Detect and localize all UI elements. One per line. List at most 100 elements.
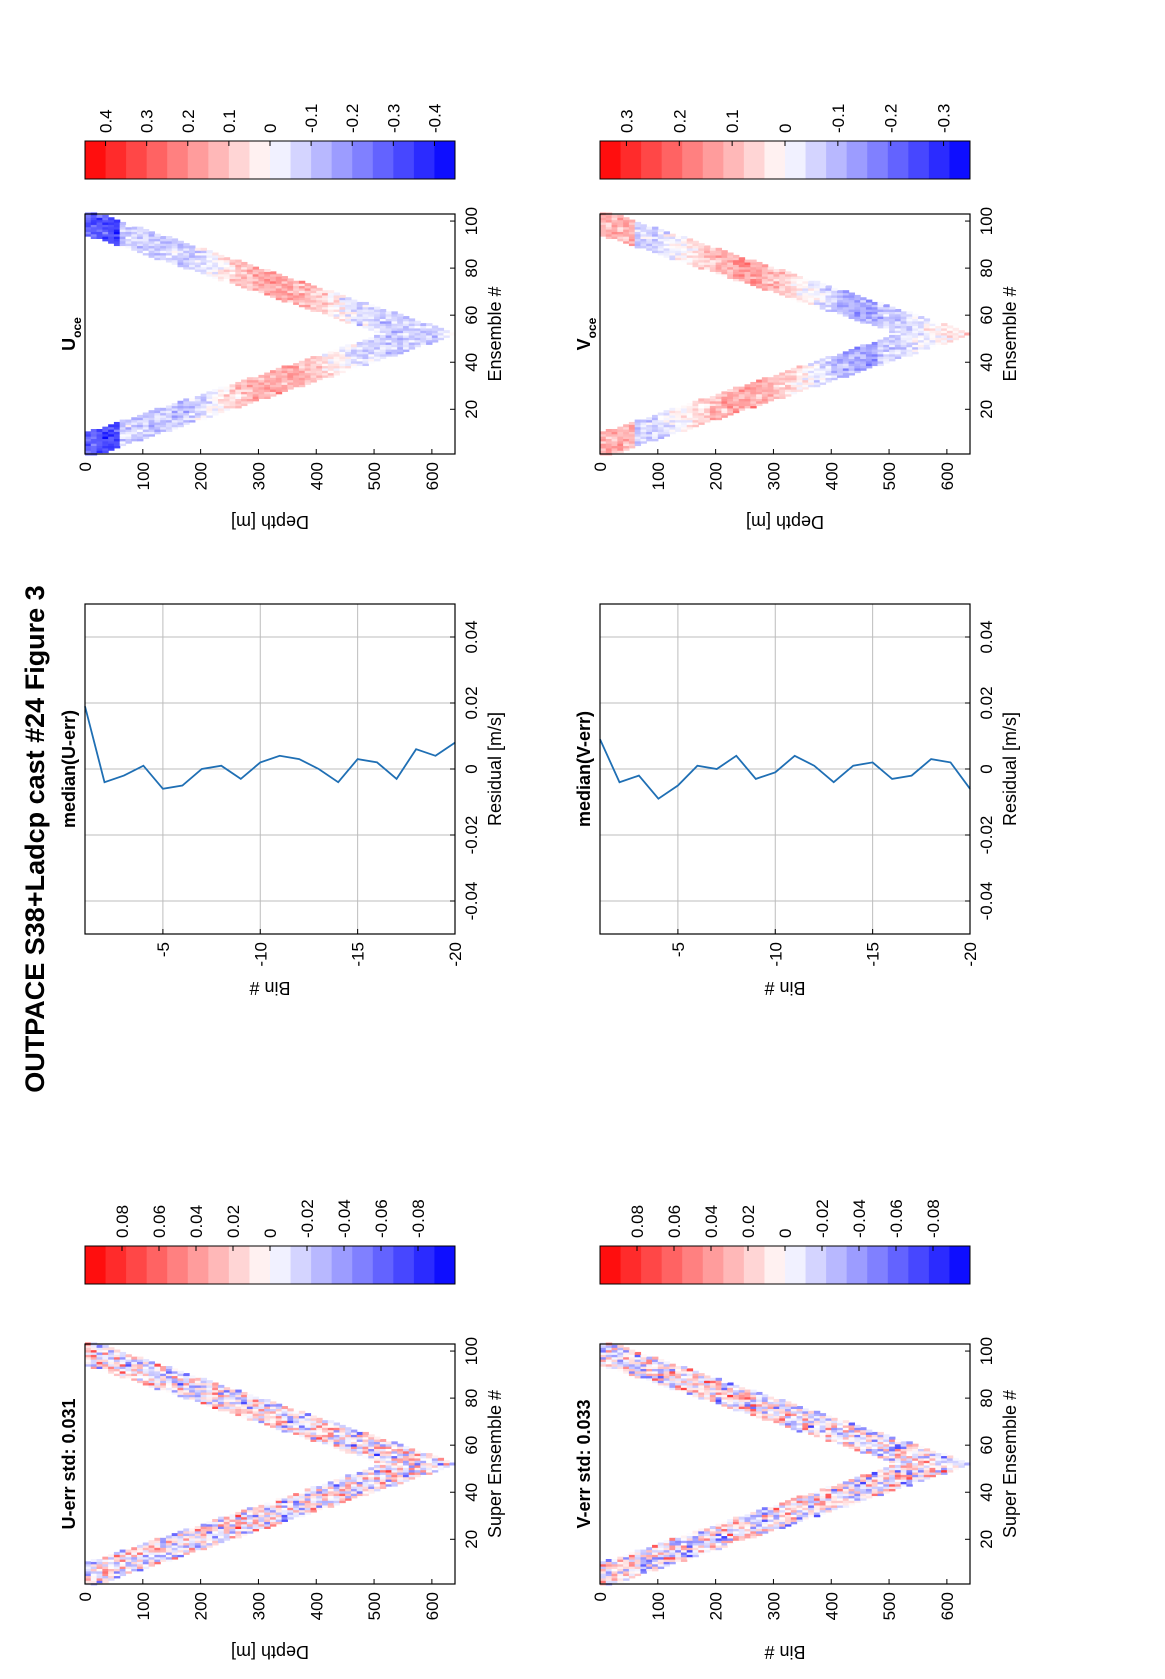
heatmap-cell bbox=[160, 1542, 167, 1546]
x-tick-label: 40 bbox=[462, 1483, 481, 1502]
heatmap-cell bbox=[275, 1497, 283, 1501]
heatmap-cell bbox=[183, 257, 190, 261]
heatmap-cell bbox=[235, 1391, 242, 1395]
heatmap-cell bbox=[362, 318, 369, 322]
heatmap-cell bbox=[177, 1377, 184, 1381]
heatmap-cell bbox=[802, 278, 809, 282]
heatmap-cell bbox=[119, 426, 127, 430]
heatmap-cell bbox=[322, 1488, 329, 1492]
heatmap-cell bbox=[669, 1549, 676, 1553]
heatmap-cell bbox=[356, 1431, 364, 1435]
colorbar-tick-label: 0.04 bbox=[702, 1205, 721, 1238]
heatmap-cell bbox=[264, 1502, 271, 1506]
heatmap-cell bbox=[165, 238, 173, 242]
heatmap-cell bbox=[379, 356, 387, 360]
heatmap-cell bbox=[275, 1413, 283, 1417]
heatmap-cell bbox=[761, 1514, 769, 1518]
heatmap-cell bbox=[350, 344, 358, 348]
heatmap-cell bbox=[165, 236, 173, 240]
heatmap-cell bbox=[206, 271, 213, 275]
heatmap-cell bbox=[310, 1495, 317, 1499]
heatmap-cell bbox=[171, 252, 179, 256]
heatmap-cell bbox=[177, 1370, 184, 1374]
colorbar-segment bbox=[208, 141, 230, 179]
heatmap-cell bbox=[831, 1507, 838, 1511]
heatmap-cell bbox=[293, 283, 300, 287]
heatmap-cell bbox=[623, 1563, 630, 1567]
heatmap-cell bbox=[761, 1511, 769, 1515]
heatmap-cell bbox=[183, 252, 190, 256]
heatmap-cell bbox=[131, 233, 138, 237]
heatmap-cell bbox=[397, 1478, 404, 1482]
heatmap-cell bbox=[177, 1373, 184, 1377]
heatmap-cell bbox=[339, 365, 346, 369]
heatmap-cell bbox=[206, 261, 213, 265]
heatmap-cell bbox=[113, 1363, 121, 1367]
heatmap-cell bbox=[761, 377, 769, 381]
heatmap-cell bbox=[246, 1401, 254, 1405]
heatmap-cell bbox=[756, 1526, 763, 1530]
heatmap-cell bbox=[327, 1504, 335, 1508]
colorbar-segment bbox=[208, 1246, 230, 1284]
heatmap-cell bbox=[848, 1486, 855, 1490]
heatmap-cell bbox=[941, 1453, 948, 1457]
heatmap-cell bbox=[663, 410, 670, 414]
heatmap-cell bbox=[194, 1540, 202, 1544]
heatmap-cell bbox=[339, 1488, 346, 1492]
heatmap-cell bbox=[941, 1464, 948, 1468]
heatmap-cell bbox=[368, 311, 375, 315]
heatmap-cell bbox=[171, 1387, 179, 1391]
heatmap-cell bbox=[137, 428, 144, 432]
heatmap-cell bbox=[316, 1417, 323, 1421]
heatmap-cell bbox=[368, 1478, 375, 1482]
heatmap-cell bbox=[229, 276, 236, 280]
heatmap-cell bbox=[229, 1516, 236, 1520]
heatmap-cell bbox=[327, 1488, 335, 1492]
heatmap-cell bbox=[194, 1535, 202, 1539]
heatmap-cell bbox=[252, 1507, 260, 1511]
heatmap-cell bbox=[374, 1469, 381, 1473]
heatmap-cell bbox=[362, 308, 369, 312]
heatmap-cell bbox=[235, 1514, 242, 1518]
heatmap-cell bbox=[368, 308, 375, 312]
heatmap-cell bbox=[738, 1521, 746, 1525]
heatmap-cell bbox=[698, 1544, 705, 1548]
heatmap-cell bbox=[646, 1561, 653, 1565]
heatmap-cell bbox=[426, 327, 433, 331]
heatmap-cell bbox=[160, 1368, 167, 1372]
heatmap-cell bbox=[154, 1551, 161, 1555]
heatmap-cell bbox=[206, 1544, 213, 1548]
heatmap-cell bbox=[148, 421, 155, 425]
heatmap-cell bbox=[258, 1417, 265, 1421]
heatmap-cell bbox=[385, 1481, 393, 1485]
heatmap-cell bbox=[854, 1500, 861, 1504]
heatmap-cell bbox=[374, 1448, 381, 1452]
x-tick-label: -0.02 bbox=[462, 816, 481, 855]
heatmap-cell bbox=[333, 353, 340, 357]
heatmap-cell bbox=[183, 1542, 190, 1546]
heatmap-cell bbox=[379, 1450, 387, 1454]
heatmap-cell bbox=[900, 1474, 908, 1478]
heatmap-cell bbox=[374, 323, 381, 327]
heatmap-cell bbox=[350, 304, 358, 308]
heatmap-cell bbox=[154, 1547, 161, 1551]
heatmap-cell bbox=[241, 1509, 248, 1513]
heatmap-cell bbox=[270, 1511, 277, 1515]
heatmap-cell bbox=[356, 341, 364, 345]
heatmap-cell bbox=[200, 410, 208, 414]
heatmap-cell bbox=[894, 308, 902, 312]
heatmap-cell bbox=[397, 1464, 404, 1468]
heatmap-cell bbox=[293, 381, 300, 385]
heatmap-cell bbox=[90, 431, 98, 435]
heatmap-cell bbox=[108, 447, 115, 451]
heatmap-cell bbox=[171, 243, 179, 247]
heatmap-cell bbox=[374, 1483, 381, 1487]
heatmap-cell bbox=[298, 299, 306, 303]
heatmap-cell bbox=[293, 285, 300, 289]
heatmap-cell bbox=[223, 1401, 231, 1405]
heatmap-cell bbox=[912, 1443, 919, 1447]
heatmap-cell bbox=[790, 1511, 798, 1515]
heatmap-cell bbox=[368, 1446, 375, 1450]
heatmap-cell bbox=[310, 372, 317, 376]
y-tick-label: 300 bbox=[249, 462, 268, 490]
